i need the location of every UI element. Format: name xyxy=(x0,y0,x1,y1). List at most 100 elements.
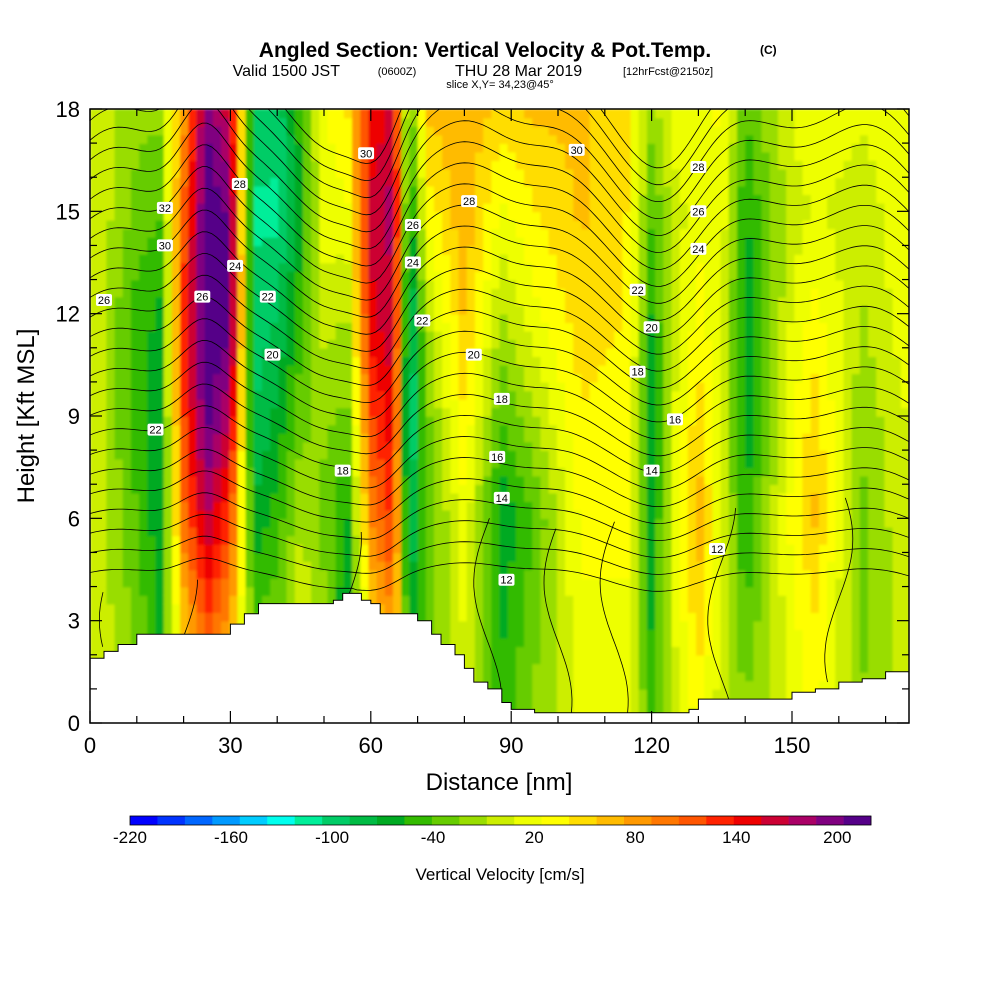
velocity-cell xyxy=(433,151,443,161)
velocity-cell xyxy=(646,143,656,153)
velocity-cell xyxy=(532,526,542,537)
velocity-cell xyxy=(163,424,173,434)
velocity-cell xyxy=(335,168,345,179)
velocity-cell xyxy=(474,492,484,503)
velocity-cell xyxy=(589,595,599,605)
velocity-cell xyxy=(163,578,173,588)
velocity-cell xyxy=(245,484,255,494)
velocity-cell xyxy=(540,629,550,639)
velocity-cell xyxy=(466,202,476,213)
velocity-cell xyxy=(622,373,632,383)
velocity-cell xyxy=(409,160,419,170)
velocity-cell xyxy=(343,185,353,196)
velocity-cell xyxy=(409,313,419,323)
velocity-cell xyxy=(483,117,493,127)
velocity-cell xyxy=(573,134,583,144)
velocity-cell xyxy=(171,458,181,468)
velocity-cell xyxy=(655,680,665,690)
velocity-cell xyxy=(401,407,411,417)
velocity-cell xyxy=(188,416,198,426)
velocity-cell xyxy=(360,288,370,298)
velocity-cell xyxy=(581,475,591,486)
velocity-cell xyxy=(417,586,427,596)
velocity-cell xyxy=(442,441,452,451)
velocity-cell xyxy=(360,458,370,468)
velocity-cell xyxy=(335,202,345,213)
velocity-cell xyxy=(376,398,386,409)
velocity-cell xyxy=(90,330,99,341)
velocity-cell xyxy=(278,458,288,468)
velocity-cell xyxy=(212,245,222,255)
velocity-cell xyxy=(139,560,149,571)
velocity-cell xyxy=(98,586,108,596)
velocity-cell xyxy=(442,424,452,434)
velocity-cell xyxy=(237,305,247,315)
velocity-cell xyxy=(565,168,575,179)
velocity-cell xyxy=(433,612,443,622)
velocity-cell xyxy=(196,143,206,153)
velocity-cell xyxy=(98,185,108,196)
velocity-cell xyxy=(540,373,550,383)
velocity-cell xyxy=(188,407,198,417)
velocity-cell xyxy=(540,705,550,716)
velocity-cell xyxy=(130,202,140,213)
velocity-cell xyxy=(532,109,542,119)
velocity-cell xyxy=(130,109,140,119)
velocity-cell xyxy=(376,373,386,383)
velocity-cell xyxy=(540,424,550,434)
velocity-cell xyxy=(130,134,140,144)
velocity-cell xyxy=(155,253,165,264)
velocity-cell xyxy=(573,245,583,255)
velocity-cell xyxy=(614,433,624,443)
velocity-cell xyxy=(483,467,493,477)
velocity-cell xyxy=(466,390,476,400)
velocity-cell xyxy=(327,288,337,298)
velocity-cell xyxy=(335,151,345,161)
velocity-cell xyxy=(204,603,214,613)
velocity-cell xyxy=(442,407,452,417)
velocity-cell xyxy=(139,143,149,153)
velocity-cell xyxy=(376,202,386,213)
velocity-cell xyxy=(106,416,116,426)
velocity-cell xyxy=(442,313,452,323)
velocity-cell xyxy=(524,595,534,605)
velocity-cell xyxy=(335,364,345,375)
velocity-cell xyxy=(474,629,484,639)
velocity-cell xyxy=(581,339,591,349)
velocity-cell xyxy=(638,475,648,486)
velocity-cell xyxy=(106,109,116,119)
velocity-cell xyxy=(294,586,304,596)
velocity-cell xyxy=(98,288,108,298)
velocity-cell xyxy=(433,245,443,255)
velocity-cell xyxy=(630,416,640,426)
velocity-cell xyxy=(343,535,353,545)
velocity-cell xyxy=(335,177,345,187)
velocity-cell xyxy=(245,296,255,306)
velocity-cell xyxy=(302,117,312,127)
velocity-cell xyxy=(376,390,386,400)
velocity-cell xyxy=(352,253,362,264)
velocity-cell xyxy=(442,433,452,443)
velocity-cell xyxy=(343,569,353,579)
velocity-cell xyxy=(458,356,468,366)
velocity-cell xyxy=(597,688,607,699)
velocity-cell xyxy=(597,535,607,545)
velocity-cell xyxy=(122,134,132,144)
velocity-cell xyxy=(548,407,558,417)
velocity-cell xyxy=(352,381,362,392)
velocity-cell xyxy=(474,467,484,477)
velocity-cell xyxy=(122,253,132,264)
velocity-cell xyxy=(139,552,149,562)
velocity-cell xyxy=(278,143,288,153)
velocity-cell xyxy=(433,202,443,213)
velocity-cell xyxy=(106,279,116,289)
velocity-cell xyxy=(335,288,345,298)
velocity-cell xyxy=(376,168,386,179)
velocity-cell xyxy=(605,475,615,486)
velocity-cell xyxy=(491,552,501,562)
velocity-cell xyxy=(163,168,173,179)
velocity-cell xyxy=(474,185,484,196)
velocity-cell xyxy=(393,578,403,588)
velocity-cell xyxy=(532,620,542,630)
velocity-cell xyxy=(491,586,501,596)
